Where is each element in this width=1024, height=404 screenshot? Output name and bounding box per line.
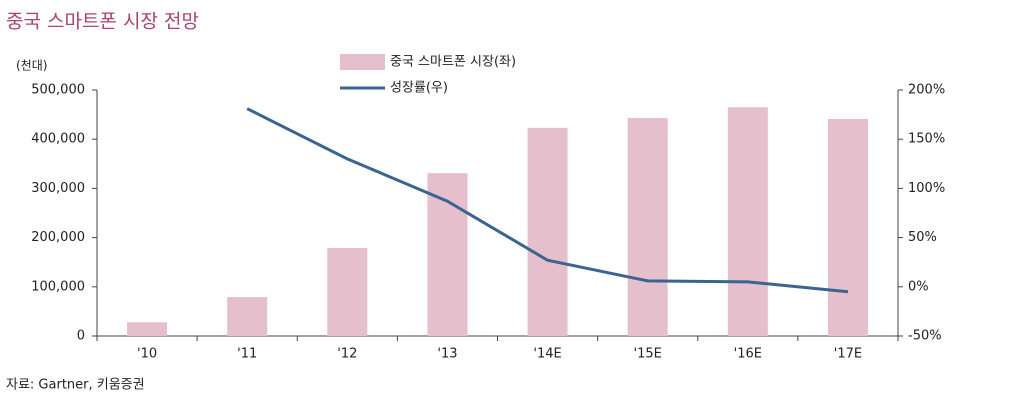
x-tick-label: '16E — [734, 347, 762, 362]
x-tick-label: '10 — [137, 347, 157, 362]
source-note: 자료: Gartner, 키움증권 — [6, 378, 145, 393]
y2-tick-label: -50% — [908, 329, 942, 344]
x-tick-label: '12 — [337, 347, 357, 362]
y-tick-label: 100,000 — [31, 279, 85, 294]
y2-tick-label: 50% — [908, 230, 937, 245]
bar — [427, 173, 468, 336]
legend-label: 성장률(우) — [390, 81, 448, 96]
legend-label: 중국 스마트폰 시장(좌) — [390, 55, 516, 70]
y-tick-label: 400,000 — [31, 132, 85, 147]
bar — [727, 107, 768, 336]
line — [246, 107, 849, 294]
y-tick-label: 300,000 — [31, 181, 85, 196]
y2-tick-label: 150% — [908, 132, 945, 147]
legend-swatch — [340, 54, 385, 70]
x-tick-label: '13 — [437, 347, 457, 362]
x-tick-label: '15E — [634, 347, 662, 362]
y-axis-label: (천대) — [16, 58, 47, 73]
x-tick-label: '14E — [533, 347, 561, 362]
y-tick-label: 200,000 — [31, 230, 85, 245]
y-tick-label: 0 — [77, 329, 85, 344]
y2-tick-label: 200% — [908, 83, 945, 98]
y2-tick-label: 0% — [908, 279, 929, 294]
chart-title: 중국 스마트폰 시장 전망 — [6, 11, 199, 33]
y-tick-label: 500,000 — [31, 83, 85, 98]
bar — [327, 247, 368, 336]
x-tick-label: '17E — [834, 347, 862, 362]
bar — [127, 322, 168, 336]
bar — [527, 127, 568, 336]
bar — [827, 119, 868, 336]
bar — [627, 118, 668, 336]
y2-tick-label: 100% — [908, 181, 945, 196]
bar — [227, 297, 268, 336]
x-tick-label: '11 — [237, 347, 257, 362]
